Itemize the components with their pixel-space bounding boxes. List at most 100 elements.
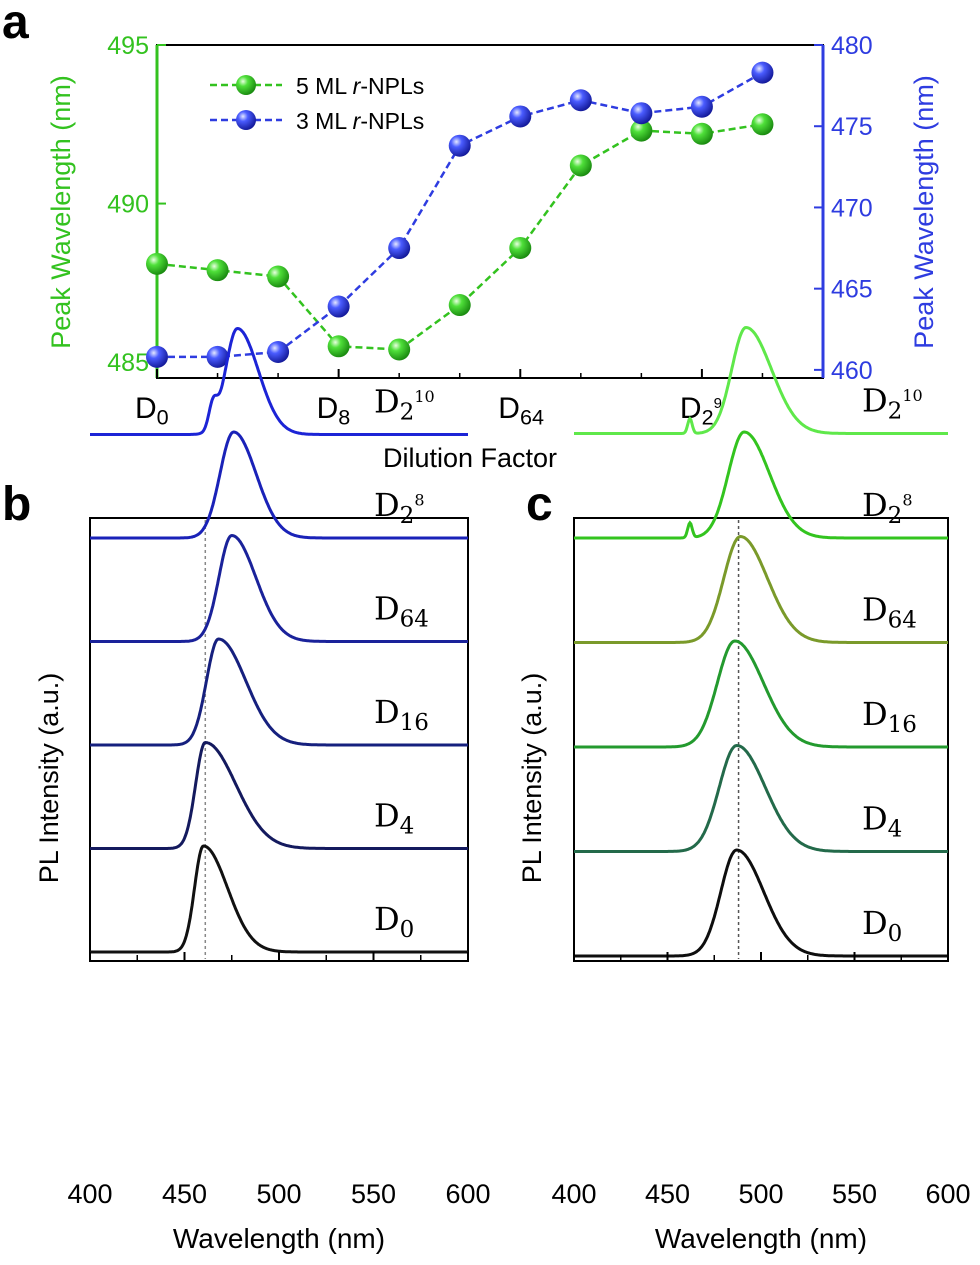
x-tick-label: 500 — [256, 1179, 301, 1209]
legend-label-3ml: 3 ML r-NPLs — [296, 108, 424, 134]
curve-label: D28 — [374, 486, 425, 529]
data-point — [267, 341, 290, 364]
panel-b: b D210 D28 D64 D16 D4 D0 400 450 500 550 600 Wave… — [2, 326, 491, 1254]
panel-a-series-5ml — [146, 113, 774, 361]
panel-b-plot-frame — [89, 517, 469, 962]
panel-a-y-right-ticks: 460 465 470 475 480 — [814, 32, 873, 385]
panel-c-x-label: Wavelength (nm) — [655, 1223, 867, 1254]
spectrum-curve — [574, 534, 948, 644]
legend-label-5ml: 5 ML r-NPLs — [296, 73, 424, 99]
panel-b-curve-labels: D210 D28 D64 D16 D4 D0 — [374, 383, 435, 944]
panel-a: a D0 D8 D64 D29 485 490 495 460 465 470 475 480 P… — [2, 0, 939, 473]
spectrum-curve — [90, 430, 468, 540]
data-point — [630, 119, 653, 142]
curve-label: D210 — [374, 383, 435, 426]
x-tick-label: 600 — [445, 1179, 490, 1209]
panel-b-x-ticks: 400 450 500 550 600 — [67, 952, 491, 1209]
y-right-tick-label: 465 — [831, 276, 873, 304]
data-point — [146, 345, 168, 368]
panel-c: c D210 D28 D64 D16 D4 D0 400 450 500 550 600 Wave… — [517, 325, 971, 1254]
panel-a-x-ticks: D0 D8 D64 D29 — [135, 369, 764, 430]
x-tick-label: 450 — [162, 1179, 207, 1209]
data-point — [690, 95, 713, 118]
spectrum-curve — [90, 326, 468, 436]
spectrum-curve — [574, 743, 948, 853]
data-point — [327, 295, 350, 318]
series-line — [156, 123, 763, 351]
spectrum-curve — [574, 848, 948, 958]
legend-marker-5ml — [236, 75, 256, 95]
spectrum-curve — [574, 430, 948, 540]
data-point — [206, 345, 229, 368]
data-point — [509, 236, 532, 259]
x-tick-label: 400 — [67, 1179, 112, 1209]
x-tick-label: 600 — [925, 1179, 970, 1209]
curve-label: D16 — [374, 693, 429, 736]
panel-b-y-label: PL Intensity (a.u.) — [34, 673, 64, 884]
panel-a-y-left-label: Peak Wavelength (nm) — [46, 75, 76, 349]
data-point — [448, 294, 471, 317]
data-point — [267, 265, 290, 288]
curve-label: D4 — [374, 797, 414, 840]
curve-label: D28 — [862, 486, 913, 529]
data-point — [388, 237, 411, 260]
x-tick-label: 450 — [645, 1179, 690, 1209]
data-point — [146, 252, 168, 275]
x-tick-label: 550 — [832, 1179, 877, 1209]
y-left-tick-label: 495 — [107, 32, 149, 60]
curve-label: D64 — [862, 591, 917, 634]
data-point — [569, 89, 592, 112]
panel-b-x-label: Wavelength (nm) — [173, 1223, 385, 1254]
y-right-tick-label: 460 — [831, 357, 873, 385]
panel-c-label: c — [526, 478, 553, 531]
x-tick-label: D64 — [498, 392, 544, 430]
panel-a-legend: 5 ML r-NPLs 3 ML r-NPLs — [210, 73, 424, 134]
panel-c-curves — [574, 325, 948, 958]
panel-a-series-3ml — [146, 61, 774, 368]
panel-a-y-right-label: Peak Wavelength (nm) — [909, 75, 939, 349]
curve-label: D210 — [862, 382, 923, 425]
spectrum-curve — [90, 740, 468, 850]
panel-c-plot-frame — [573, 517, 949, 962]
x-tick-label: 550 — [351, 1179, 396, 1209]
data-point — [751, 61, 774, 84]
y-left-tick-label: 490 — [107, 191, 149, 219]
data-point — [448, 134, 471, 157]
curve-label: D16 — [862, 695, 917, 738]
y-right-tick-label: 470 — [831, 194, 873, 222]
x-tick-label: D0 — [135, 392, 169, 430]
panel-c-y-label: PL Intensity (a.u.) — [517, 673, 547, 884]
data-point — [630, 102, 653, 125]
panel-c-curve-labels: D210 D28 D64 D16 D4 D0 — [862, 382, 923, 948]
panel-b-label: b — [2, 478, 31, 531]
data-point — [569, 154, 592, 177]
y-right-tick-label: 475 — [831, 113, 873, 141]
panel-c-x-ticks: 400 450 500 550 600 — [551, 952, 971, 1209]
spectrum-curve — [574, 325, 948, 435]
x-tick-label: 400 — [551, 1179, 596, 1209]
panel-a-x-label: Dilution Factor — [383, 443, 557, 473]
spectrum-curve — [90, 533, 468, 643]
data-point — [751, 113, 774, 136]
panel-a-label: a — [2, 0, 29, 49]
spectrum-curve — [90, 844, 468, 954]
y-left-tick-label: 485 — [107, 349, 149, 377]
data-point — [327, 335, 350, 358]
y-right-tick-label: 480 — [831, 32, 873, 60]
data-point — [388, 338, 411, 361]
spectrum-curve — [90, 637, 468, 747]
spectrum-curve — [574, 639, 948, 749]
data-point — [690, 122, 713, 145]
panel-b-curves — [90, 326, 468, 954]
legend-marker-3ml — [236, 110, 256, 130]
curve-label: D4 — [862, 800, 902, 843]
x-tick-label: D8 — [317, 392, 351, 430]
curve-label: D0 — [862, 904, 902, 947]
data-point — [509, 105, 532, 128]
curve-label: D0 — [374, 900, 414, 943]
data-point — [206, 259, 229, 282]
x-tick-label: D29 — [680, 392, 722, 430]
x-tick-label: 500 — [738, 1179, 783, 1209]
panel-a-y-left-ticks: 485 490 495 — [107, 32, 166, 377]
